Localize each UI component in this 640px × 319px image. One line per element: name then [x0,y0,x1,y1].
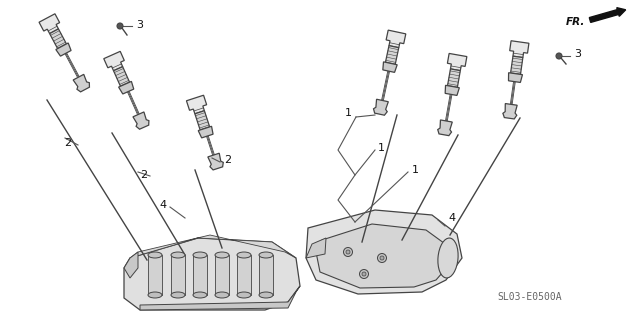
Polygon shape [385,46,399,64]
Ellipse shape [148,292,162,298]
Text: 2: 2 [64,138,71,148]
Polygon shape [50,29,67,48]
Polygon shape [193,255,207,295]
Polygon shape [447,69,460,87]
Text: 1: 1 [412,165,419,175]
Polygon shape [133,112,149,129]
Polygon shape [445,85,460,95]
Ellipse shape [259,252,273,258]
Polygon shape [306,238,326,258]
Polygon shape [140,286,300,310]
Text: 3: 3 [136,20,143,30]
Ellipse shape [237,292,251,298]
Polygon shape [104,51,124,71]
Circle shape [378,254,387,263]
Polygon shape [73,74,90,92]
Polygon shape [118,81,134,94]
Polygon shape [509,73,522,82]
Polygon shape [386,30,406,48]
Ellipse shape [438,238,458,278]
Ellipse shape [148,252,162,258]
Polygon shape [171,255,185,295]
Polygon shape [39,14,60,33]
Polygon shape [447,54,467,70]
Circle shape [346,250,350,254]
Circle shape [117,23,123,29]
Ellipse shape [237,252,251,258]
Text: 2: 2 [224,155,231,165]
Polygon shape [438,120,452,136]
Circle shape [360,270,369,278]
Text: 1: 1 [378,143,385,153]
Ellipse shape [193,292,207,298]
Polygon shape [148,255,162,295]
Text: 4: 4 [160,200,167,210]
Polygon shape [316,224,450,288]
Polygon shape [208,153,223,170]
Text: SL03-E0500A: SL03-E0500A [498,292,563,302]
Polygon shape [198,126,213,138]
Polygon shape [195,111,210,130]
Polygon shape [374,99,388,115]
Text: FR.: FR. [566,17,585,27]
Ellipse shape [171,252,185,258]
Ellipse shape [171,292,185,298]
Polygon shape [130,235,296,258]
Circle shape [556,53,562,59]
Ellipse shape [193,252,207,258]
Text: 2: 2 [140,170,147,180]
Polygon shape [237,255,251,295]
Circle shape [344,248,353,256]
Ellipse shape [259,292,273,298]
Polygon shape [113,67,129,86]
Polygon shape [306,210,462,294]
Circle shape [380,256,384,260]
Text: 1: 1 [345,108,352,118]
Polygon shape [511,56,523,74]
Polygon shape [56,43,71,56]
Polygon shape [259,255,273,295]
Text: 4: 4 [448,213,455,223]
Ellipse shape [215,252,229,258]
Polygon shape [124,238,300,310]
Polygon shape [509,41,529,57]
Polygon shape [383,62,397,72]
Circle shape [362,272,366,276]
Polygon shape [124,252,138,278]
Polygon shape [503,104,517,119]
Ellipse shape [215,292,229,298]
FancyArrow shape [589,8,626,22]
Text: 3: 3 [574,49,581,59]
Polygon shape [215,255,229,295]
Polygon shape [186,95,207,114]
